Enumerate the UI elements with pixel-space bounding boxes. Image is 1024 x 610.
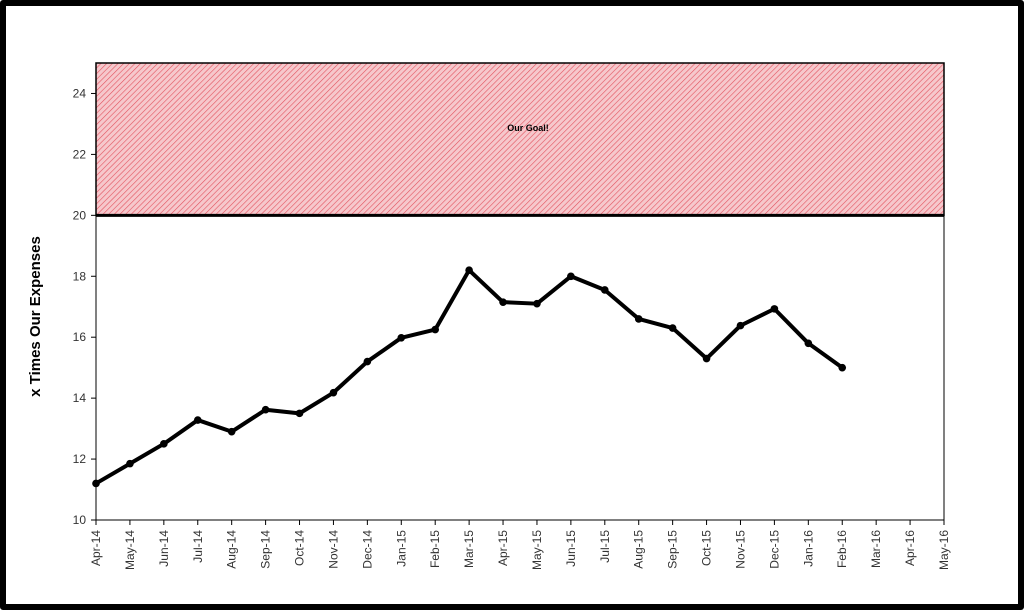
- data-point: [668, 324, 677, 332]
- data-point: [160, 440, 168, 448]
- data-point: [363, 357, 372, 366]
- y-tick-label: 18: [73, 269, 87, 283]
- data-point: [499, 298, 507, 306]
- x-tick-label: Aug-15: [632, 530, 646, 569]
- x-tick-label: Sep-15: [666, 530, 680, 569]
- x-tick-label: Apr-16: [903, 530, 917, 566]
- y-tick-label: 22: [73, 147, 87, 161]
- x-tick-label: Dec-15: [767, 530, 781, 569]
- y-tick-label: 14: [73, 391, 87, 405]
- x-tick-label: May-16: [937, 530, 951, 570]
- x-tick-label: Jun-15: [564, 530, 578, 567]
- y-tick-label: 10: [73, 513, 87, 527]
- goal-band: [95, 62, 945, 217]
- x-tick-label: Feb-15: [428, 530, 442, 568]
- x-tick-label: Jan-16: [801, 530, 815, 567]
- data-point: [397, 334, 406, 342]
- x-tick-label: Apr-15: [496, 530, 510, 566]
- data-point: [634, 315, 643, 323]
- data-point: [804, 339, 813, 348]
- data-point: [227, 427, 236, 436]
- x-tick-label: Jul-15: [598, 530, 612, 563]
- data-point: [329, 388, 338, 397]
- data-point: [702, 354, 711, 363]
- x-tick-label: Aug-14: [225, 530, 239, 569]
- y-tick-label: 24: [73, 86, 87, 100]
- y-axis-label: x Times Our Expenses: [27, 236, 44, 397]
- y-tick-label: 16: [73, 330, 87, 344]
- data-point: [295, 409, 304, 418]
- x-tick-label: May-14: [123, 530, 137, 570]
- x-tick-label: Nov-14: [326, 530, 340, 569]
- data-point: [533, 299, 541, 308]
- x-tick-label: Jun-14: [157, 530, 171, 567]
- data-point: [431, 325, 440, 334]
- x-tick-label: Jul-14: [191, 530, 205, 563]
- x-tick-label: Nov-15: [733, 530, 747, 569]
- data-point: [261, 405, 270, 414]
- x-tick-label: Dec-14: [360, 530, 374, 569]
- data-point: [465, 266, 473, 274]
- x-tick-label: May-15: [530, 530, 544, 570]
- y-tick-label: 20: [73, 208, 87, 222]
- x-tick-label: Mar-16: [869, 530, 883, 568]
- goal-band-label: Our Goal!: [507, 123, 549, 133]
- data-point: [601, 286, 609, 294]
- y-tick-label: 12: [73, 452, 87, 466]
- data-point: [567, 272, 575, 281]
- data-point: [736, 321, 745, 330]
- x-tick-label: Jan-15: [394, 530, 408, 567]
- x-tick-label: Sep-14: [259, 530, 273, 569]
- data-point: [193, 416, 202, 424]
- x-tick-label: Oct-14: [293, 530, 307, 566]
- data-point: [838, 363, 847, 372]
- x-tick-label: Feb-16: [835, 530, 849, 568]
- data-point: [770, 305, 779, 313]
- data-point: [92, 479, 100, 488]
- data-point: [126, 459, 134, 468]
- x-tick-label: Oct-15: [700, 530, 714, 566]
- x-tick-label: Apr-14: [89, 530, 103, 566]
- series-line: [94, 268, 845, 486]
- x-tick-label: Mar-15: [462, 530, 476, 568]
